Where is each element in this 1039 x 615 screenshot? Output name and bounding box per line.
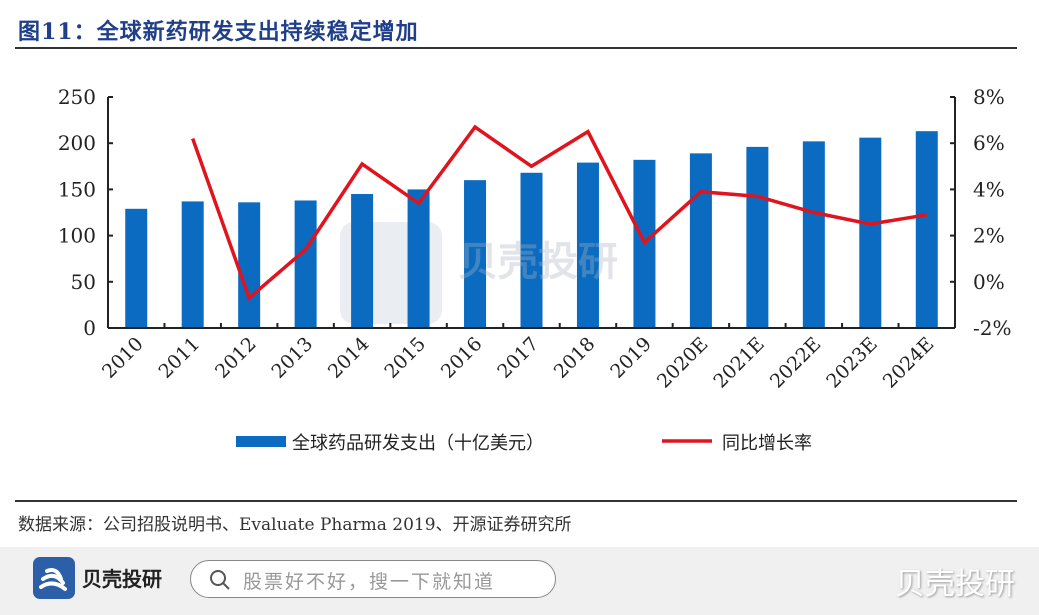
x-tick-label: 2012 (211, 333, 261, 383)
brand-logo-icon[interactable] (33, 557, 75, 599)
right-tick-label: 0% (973, 270, 1005, 294)
bottom-bar: 贝壳投研 股票好不好，搜一下就知道 贝壳投研 (0, 547, 1039, 615)
left-tick-label: 0 (83, 316, 96, 340)
right-tick-label: 2% (973, 224, 1005, 248)
legend-bar-label: 全球药品研发支出（十亿美元） (292, 433, 544, 454)
source-note: 数据来源：公司招股说明书、Evaluate Pharma 2019、开源证券研究… (18, 515, 572, 535)
bar-2021E (746, 146, 769, 328)
left-tick-label: 250 (58, 85, 96, 109)
title-divider (15, 47, 1017, 49)
right-tick-label: -2% (973, 316, 1012, 340)
bar-2015 (407, 189, 430, 328)
right-tick-label: 6% (973, 131, 1005, 155)
corner-watermark: 贝壳投研 (895, 567, 1015, 602)
bar-2023E (859, 137, 882, 328)
source-divider (15, 500, 1017, 502)
bar-2014 (351, 194, 374, 328)
x-tick-label: 2019 (606, 333, 656, 383)
brand-name[interactable]: 贝壳投研 (82, 567, 162, 591)
x-tick-label: 2013 (267, 333, 317, 383)
x-tick-label: 2018 (550, 333, 600, 383)
x-tick-label: 2017 (493, 333, 543, 383)
right-tick-label: 8% (973, 85, 1005, 109)
left-tick-label: 100 (58, 224, 96, 248)
bar-2022E (802, 141, 825, 328)
right-tick-label: 4% (973, 177, 1005, 201)
bar-2016 (464, 180, 487, 328)
x-tick-label: 2010 (98, 333, 148, 383)
watermark-brand: 贝壳投研 (458, 238, 618, 285)
figure-title: 图11：全球新药研发支出持续稳定增加 (18, 19, 419, 45)
bar-2013 (294, 200, 317, 328)
left-tick-label: 50 (71, 270, 96, 294)
bar-2018 (576, 162, 599, 328)
bar-2010 (125, 208, 148, 328)
x-tick-label: 2023E (822, 333, 882, 393)
left-tick-label: 200 (58, 131, 96, 155)
x-tick-label: 2024E (879, 333, 939, 393)
legend-line-label: 同比增长率 (722, 433, 812, 454)
x-tick-label: 2014 (324, 333, 374, 383)
search-icon (210, 570, 230, 590)
chart: 0 50 100 150 200 250 -2% 0% 2% 4% 6% 8% 2010 2011 2012… (58, 85, 1012, 454)
x-tick-label: 2015 (380, 333, 430, 383)
growth-rate-line (191, 124, 928, 301)
bar-2017 (520, 172, 543, 328)
x-tick-label: 2022E (766, 333, 826, 393)
search-input[interactable]: 股票好不好，搜一下就知道 (190, 560, 556, 598)
legend-bar-swatch (236, 436, 286, 447)
left-tick-label: 150 (58, 177, 96, 201)
bar-2012 (238, 202, 261, 328)
bar-2011 (181, 201, 204, 328)
bar-2020E (689, 153, 712, 328)
x-tick-label: 2021E (709, 333, 769, 393)
search-placeholder: 股票好不好，搜一下就知道 (243, 571, 496, 593)
bar-2024E (915, 131, 938, 328)
x-tick-label: 2011 (154, 333, 204, 383)
x-tick-label: 2020E (653, 333, 713, 393)
x-tick-label: 2016 (437, 333, 487, 383)
